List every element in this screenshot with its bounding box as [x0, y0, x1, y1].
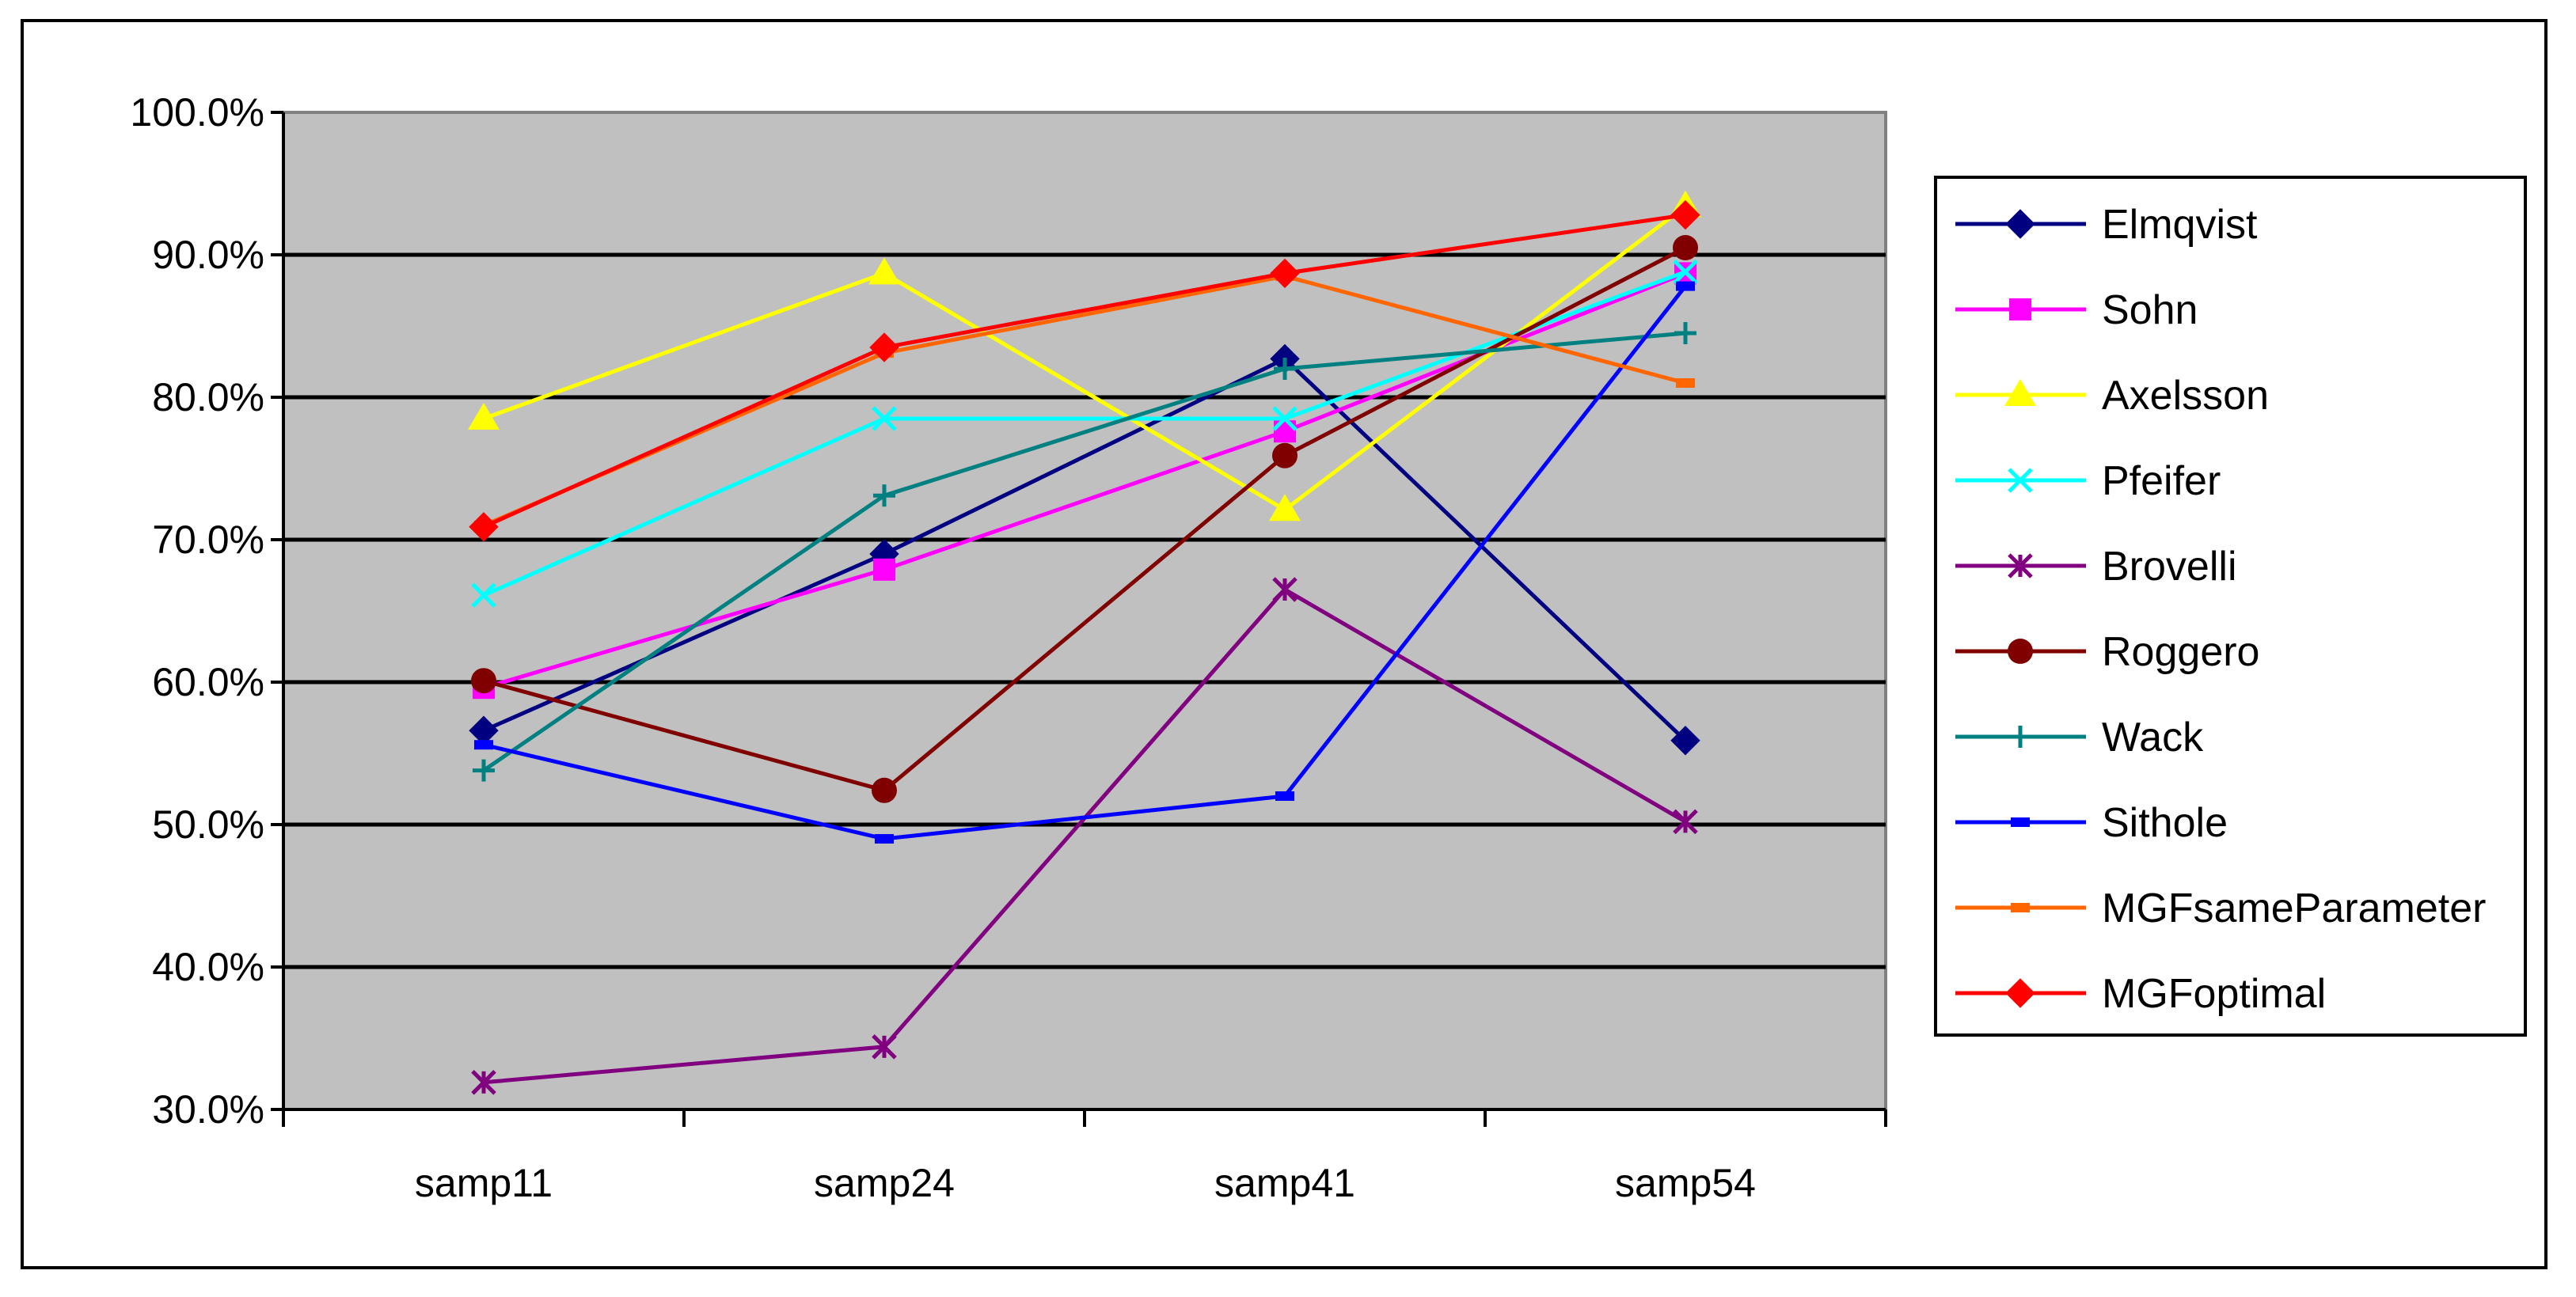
point-marker: [1274, 358, 1296, 380]
y-tick-label: 70.0%: [152, 518, 264, 562]
x-tick-label: samp54: [1615, 1161, 1756, 1205]
point-marker: [2011, 817, 2030, 827]
series-lines: [468, 190, 1701, 1095]
legend-entry: Sohn: [1955, 287, 2198, 333]
series-line: [483, 204, 1687, 513]
point-marker: [1676, 281, 1695, 291]
legend-entry: Axelsson: [1955, 373, 2269, 419]
series-Pfeifer: [471, 259, 1698, 608]
point-marker: [471, 582, 496, 608]
marker-stroke: [872, 406, 897, 431]
point-marker: [1272, 442, 1297, 468]
series-line: [482, 356, 1687, 742]
point-marker: [1673, 809, 1698, 835]
point-marker: [1275, 791, 1294, 801]
legend-entry: Pfeifer: [1955, 458, 2221, 504]
axes: 30.0% 40.0% 50.0% 60.0% 70.0% 80.0% 90.0% 100.0…: [130, 90, 1887, 1205]
point-marker: [1676, 378, 1695, 388]
legend-label: Sohn: [2102, 287, 2198, 333]
marker-stroke: [1272, 406, 1297, 431]
legend-label: MGFsameParameter: [2102, 886, 2486, 931]
point-marker: [2011, 903, 2030, 912]
x-tick-label: samp11: [415, 1161, 553, 1205]
point-marker: [868, 257, 900, 285]
point-marker: [1670, 726, 1700, 756]
point-marker: [471, 668, 496, 694]
point-marker: [469, 512, 499, 542]
point-marker: [1272, 577, 1297, 602]
legend-label: Pfeifer: [2102, 458, 2221, 504]
point-marker: [2008, 639, 2033, 664]
legend-label: Roggero: [2102, 629, 2259, 675]
point-marker: [1270, 258, 1300, 289]
legend: Elmqvist Sohn Axelsson Pfeifer Brovelli Rogge…: [1934, 176, 2527, 1037]
point-marker: [2008, 553, 2033, 578]
y-tick-label: 100.0%: [130, 90, 264, 135]
y-tick-label: 60.0%: [152, 660, 264, 704]
series-Wack: [473, 322, 1696, 782]
marker-stroke: [471, 582, 496, 608]
point-marker: [1269, 494, 1301, 521]
legend-label: Elmqvist: [2102, 202, 2258, 248]
point-marker: [873, 484, 895, 507]
y-tick-label: 80.0%: [152, 375, 264, 419]
point-marker: [1673, 259, 1698, 285]
marker-stroke: [2008, 468, 2033, 493]
point-marker: [2004, 379, 2036, 406]
legend-entry: MGFoptimal: [1955, 971, 2326, 1017]
point-marker: [2009, 298, 2031, 320]
x-tick-label: samp41: [1214, 1161, 1355, 1205]
point-marker: [872, 406, 897, 431]
legend-label: Wack: [2102, 715, 2204, 760]
legend-entry: Elmqvist: [1955, 202, 2258, 248]
legend-entry: MGFsameParameter: [1955, 886, 2486, 931]
point-marker: [875, 834, 894, 844]
legend-entry: Wack: [1955, 715, 2204, 760]
series-Elmqvist: [469, 343, 1700, 756]
series-Sithole: [474, 281, 1695, 844]
point-marker: [1673, 235, 1698, 260]
point-marker: [2008, 468, 2033, 493]
legend-label: Sithole: [2102, 800, 2228, 846]
point-marker: [872, 1034, 897, 1060]
marker-stroke: [1673, 259, 1698, 285]
point-marker: [473, 759, 495, 782]
series-line: [482, 213, 1686, 529]
point-marker: [471, 1070, 496, 1095]
legend-label: Brovelli: [2102, 544, 2237, 590]
point-marker: [474, 740, 493, 750]
y-tick-label: 30.0%: [152, 1087, 264, 1132]
y-tick-label: 50.0%: [152, 802, 264, 847]
point-marker: [869, 332, 899, 362]
point-marker: [1670, 199, 1700, 230]
point-marker: [1272, 406, 1297, 431]
point-marker: [2005, 209, 2035, 239]
legend-entry: Sithole: [1955, 800, 2228, 846]
series-MGFoptimal: [469, 199, 1700, 542]
legend-label: Axelsson: [2102, 373, 2269, 419]
point-marker: [468, 403, 500, 430]
point-marker: [873, 558, 895, 581]
x-tick-label: samp24: [814, 1161, 955, 1205]
y-tick-label: 40.0%: [152, 945, 264, 989]
point-marker: [2005, 978, 2035, 1008]
legend-label: MGFoptimal: [2102, 971, 2326, 1017]
point-marker: [2009, 726, 2031, 748]
legend-box: [1934, 176, 2527, 1037]
series-line: [482, 270, 1686, 597]
legend-entry: Roggero: [1955, 629, 2259, 675]
point-marker: [872, 777, 897, 803]
plot-area: [282, 111, 1887, 1111]
point-marker: [1674, 322, 1696, 344]
series-line: [483, 285, 1687, 841]
legend-entry: Brovelli: [1955, 544, 2237, 590]
y-tick-label: 90.0%: [152, 233, 264, 277]
series-line: [482, 331, 1686, 772]
